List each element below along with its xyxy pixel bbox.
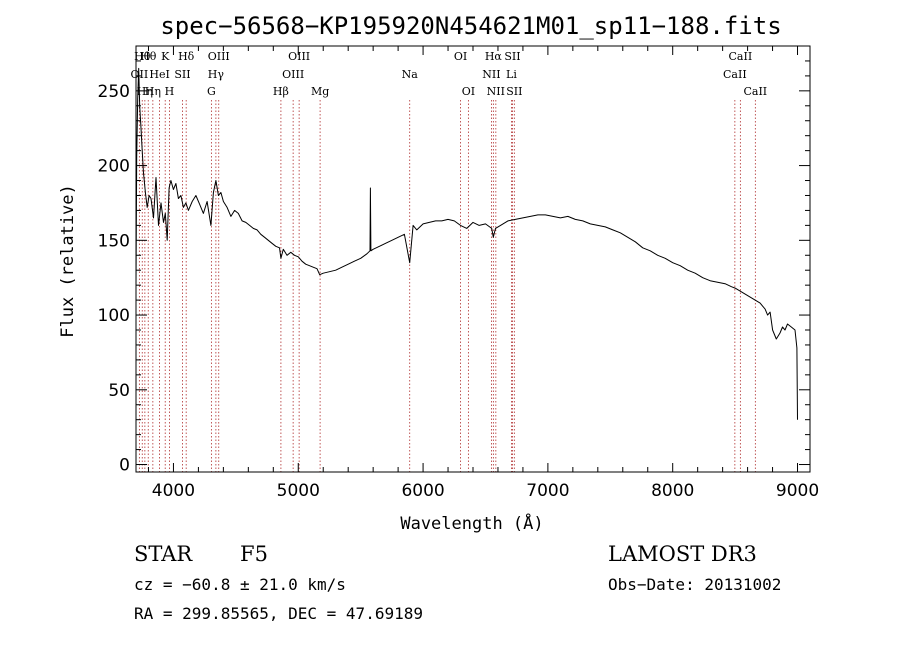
- line-label: Hδ: [178, 50, 195, 63]
- line-label: OII: [131, 68, 149, 81]
- x-tick-label: 9000: [776, 481, 819, 501]
- y-axis-ticks: 0 50 100 150 200 250: [98, 60, 810, 476]
- line-label: Na: [402, 68, 419, 81]
- line-label: OIII: [282, 68, 304, 81]
- line-label: K: [161, 50, 170, 63]
- obs-date-text: Obs−Date: 20131002: [608, 575, 781, 594]
- x-axis-ticks: 4000 5000 6000 7000 8000 9000: [147, 46, 819, 501]
- line-label: Hη: [145, 85, 161, 98]
- x-tick-label: 7000: [526, 481, 569, 501]
- y-tick-label: 200: [98, 157, 130, 177]
- line-label: CaII: [723, 68, 747, 81]
- line-label: OIII: [208, 50, 230, 63]
- line-label: HeI: [149, 68, 169, 81]
- y-tick-label: 150: [98, 231, 130, 251]
- line-label: NII: [487, 85, 505, 98]
- x-axis-label: Wavelength (Å): [400, 512, 543, 534]
- y-tick-label: 0: [119, 456, 130, 476]
- line-label: SII: [504, 50, 520, 63]
- line-label: CaII: [743, 85, 767, 98]
- line-label: SII: [174, 68, 190, 81]
- line-label: OI: [454, 50, 467, 63]
- line-label: H: [165, 85, 175, 98]
- survey-name: LAMOST DR3: [608, 542, 757, 566]
- chart-title: spec−56568−KP195920N454621M01_sp11−188.f…: [160, 12, 781, 40]
- line-label: SII: [506, 85, 522, 98]
- line-label: Hβ: [273, 85, 289, 98]
- x-tick-label: 5000: [277, 481, 320, 501]
- coordinates-text: RA = 299.85565, DEC = 47.69189: [134, 604, 423, 623]
- spectral-line-markers: [138, 100, 756, 472]
- plot-frame: [135, 45, 811, 473]
- spectral-subclass: F5: [240, 542, 268, 566]
- line-label: Hη: [137, 85, 153, 98]
- line-label: NII: [482, 68, 500, 81]
- line-label: Hθ: [134, 50, 151, 63]
- line-label: OIII: [288, 50, 310, 63]
- spectrum-series: [135, 67, 798, 420]
- line-label: Hα: [485, 50, 503, 63]
- y-tick-label: 100: [98, 306, 130, 326]
- line-label: OI: [462, 85, 475, 98]
- y-axis-label: Flux (relative): [58, 184, 78, 338]
- y-tick-label: 50: [108, 381, 130, 401]
- x-tick-label: 6000: [401, 481, 444, 501]
- line-label: Mg: [311, 85, 329, 98]
- x-tick-label: 4000: [152, 481, 195, 501]
- spectral-line-labels: OII Hθ Hη Hθ Hη HeI K H SII Hδ G Hγ OIII Hβ OIII OIII Mg…: [131, 50, 768, 98]
- line-label: Hθ: [140, 50, 157, 63]
- x-tick-label: 8000: [651, 481, 694, 501]
- object-type: STAR: [134, 542, 193, 566]
- line-label: G: [207, 85, 216, 98]
- line-label: CaII: [729, 50, 753, 63]
- redshift-text: cz = −60.8 ± 21.0 km/s: [134, 575, 346, 594]
- y-tick-label: 250: [98, 82, 130, 102]
- line-label: Hγ: [208, 68, 225, 81]
- line-label: Li: [506, 68, 517, 81]
